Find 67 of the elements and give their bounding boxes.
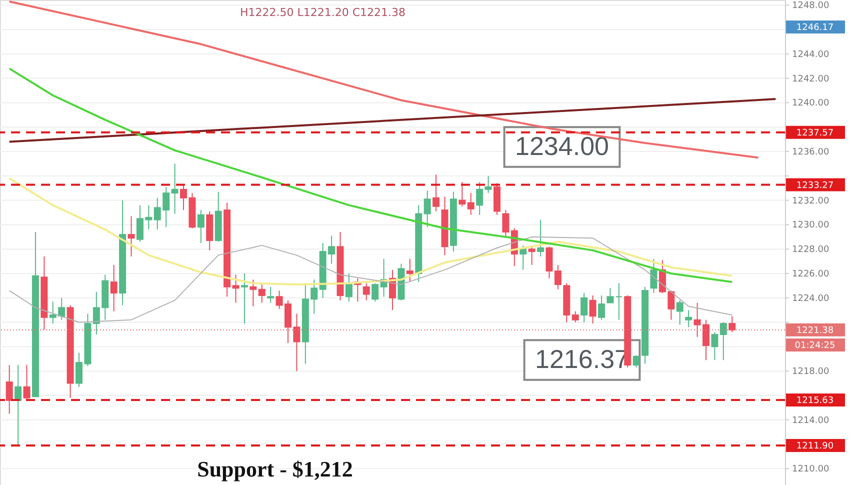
y-tick-label: 1210.00 (792, 464, 830, 475)
candlestick (14, 364, 22, 448)
candlestick (546, 246, 553, 279)
candlestick (615, 282, 622, 320)
candlestick (372, 282, 379, 302)
y-tick-label: 1224.00 (792, 294, 830, 304)
candlestick (432, 174, 440, 212)
candlestick (572, 310, 579, 323)
candlestick (580, 292, 588, 323)
candlestick (528, 244, 536, 266)
candlestick (110, 264, 118, 312)
candlestick (676, 300, 684, 326)
annotation: H1222.50 L1221.20 C1221.38 (240, 6, 406, 19)
y-tick-label: 1228.00 (792, 245, 830, 256)
candlestick (6, 364, 13, 414)
candlestick (128, 216, 135, 257)
line-series (8, 0, 760, 159)
annotation: 1234.00 (515, 131, 609, 161)
ref-line-label: 1221.38 (796, 326, 834, 336)
candlestick (537, 219, 544, 257)
y-tick-label: 1226.00 (792, 269, 830, 280)
candlestick (467, 192, 474, 216)
candlestick (406, 258, 414, 283)
ref-line-label: 1233.27 (796, 180, 834, 191)
line-series (8, 68, 734, 284)
candlestick (554, 264, 562, 290)
text: 1246.17 (796, 23, 834, 33)
candlestick (502, 210, 510, 238)
candlestick (685, 310, 692, 328)
candlestick (711, 332, 718, 361)
ref-line-label: 1215.63 (796, 396, 834, 406)
candlestick (720, 322, 727, 361)
ref-line-label: 1237.57 (796, 128, 834, 138)
candlestick (520, 244, 527, 270)
y-tick-label: 1240.00 (792, 98, 830, 109)
y-tick-label: 1236.00 (792, 148, 830, 158)
candlestick (650, 258, 658, 294)
candlestick (424, 190, 431, 228)
candlestick (484, 175, 492, 194)
y-tick-label: 1244.00 (792, 50, 830, 60)
candlestick (728, 316, 736, 333)
ref-line-label: 1211.90 (796, 441, 834, 452)
candlestick (258, 284, 266, 304)
candlestick (232, 274, 240, 304)
candlestick (267, 286, 274, 304)
candlestick (606, 288, 614, 304)
candlestick (458, 181, 466, 207)
candlestick (345, 272, 352, 302)
candlestick (23, 364, 30, 401)
candlestick (476, 181, 484, 216)
candlestick (240, 272, 248, 324)
y-tick-label: 1214.00 (792, 416, 830, 426)
candlestick (250, 279, 257, 307)
candlestick (589, 294, 596, 324)
line-series (8, 236, 733, 323)
y-tick-label: 1242.00 (792, 74, 830, 84)
candlestick (197, 210, 204, 244)
annotation: Support - $1,212 (197, 456, 353, 482)
y-tick-label: 1248.00 (792, 1, 830, 12)
y-tick-label: 1232.00 (792, 196, 830, 206)
y-tick-label: 1218.00 (792, 367, 830, 378)
candlestick (362, 282, 370, 301)
candlestick (598, 294, 605, 320)
candlestick (632, 354, 640, 368)
y-tick-label: 1230.00 (792, 220, 830, 231)
candlestick (171, 163, 178, 214)
text: 01:24:25 (794, 341, 836, 351)
